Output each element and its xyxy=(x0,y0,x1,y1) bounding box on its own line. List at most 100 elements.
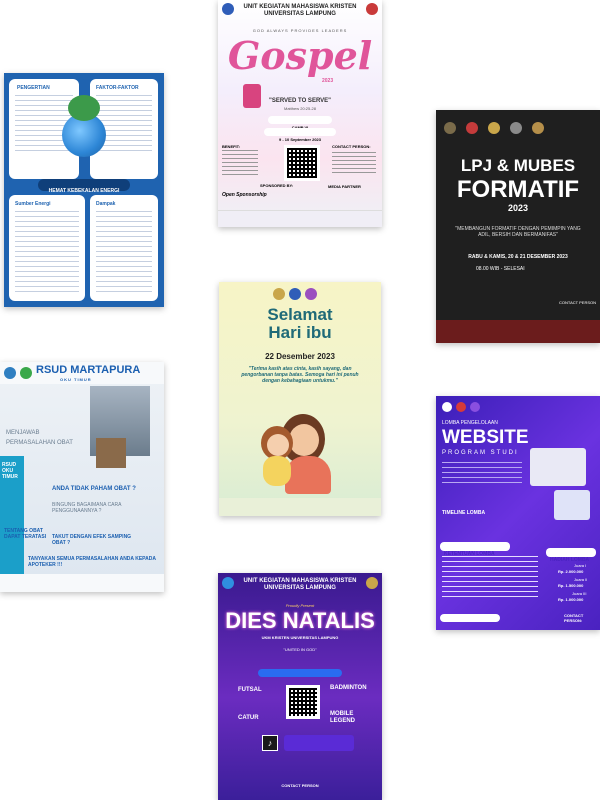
website-laptop xyxy=(530,448,586,486)
energi-sec2-title: FAKTOR-FAKTOR xyxy=(96,85,139,91)
website-ketentuan: KETENTUAN LOMBA xyxy=(444,551,495,557)
gospel-qr-code[interactable] xyxy=(284,145,320,181)
gospel-sponsor-label: SPONSORED BY: xyxy=(260,183,294,188)
rsud-bottom: TANYAKAN SEMUA PERMASALAHAN ANDA KEPADA … xyxy=(28,556,156,568)
gospel-badge xyxy=(243,84,261,108)
dies-catur: CATUR xyxy=(238,715,259,721)
website-juara1: Juara I xyxy=(574,563,587,568)
gospel-place: CAMP VI xyxy=(292,125,309,130)
poster-hari-ibu[interactable]: Selamat Hari ibu 22 Desember 2023 "Terim… xyxy=(219,282,381,516)
logo-2 xyxy=(456,402,466,412)
gospel-tagline: GOD ALWAYS PROVIDES LEADERS xyxy=(252,28,348,33)
energi-sec4-title: Dampak xyxy=(96,201,116,207)
dies-bottom-pill xyxy=(284,735,354,751)
poster-gospel[interactable]: UNIT KEGIATAN MAHASISWA KRISTEN UNIVERSI… xyxy=(218,0,382,227)
website-hadiah-pill: HADIAH LOMBA xyxy=(546,548,596,563)
website-title: WEBSITE xyxy=(442,427,529,448)
website-juara2-val: Rp. 1.500.000 xyxy=(558,583,584,588)
dies-org-line2: UNIVERSITAS LAMPUNG xyxy=(264,585,336,591)
rsud-side-left2: TENTANG OBAT DAPAT TERATASI xyxy=(4,528,47,540)
dies-title: DIES NATALIS xyxy=(225,608,375,633)
dies-contact: CONTACT PERSON xyxy=(281,783,319,788)
hariibu-date: 22 Desember 2023 xyxy=(265,352,335,361)
unila-logo xyxy=(366,577,378,589)
poster-rsud[interactable]: RSUD MARTAPURA OKU TIMUR MENJAWAB PERMAS… xyxy=(0,362,164,592)
mother-child-illustration xyxy=(255,406,345,496)
dies-subtitle: UKM KRISTEN UNIVERSITAS LAMPUNG xyxy=(261,635,339,640)
text-lines xyxy=(96,211,152,293)
hariibu-title-line2: Hari ibu xyxy=(268,323,332,342)
logo-1 xyxy=(442,402,452,412)
logo-1 xyxy=(444,122,456,134)
website-juara2: Juara II xyxy=(574,577,588,582)
dies-proudly: Proudly Present xyxy=(285,603,315,608)
ukmk-logo xyxy=(222,577,234,589)
text-lines xyxy=(222,150,258,176)
unila-logo xyxy=(366,3,378,15)
lpj-title-line2: FORMATIF xyxy=(456,176,580,203)
music-icon: ♪ xyxy=(262,735,278,751)
text-lines xyxy=(96,95,152,155)
poster-website[interactable]: LOMBA PENGELOLAAN WEBSITE PROGRAM STUDI … xyxy=(436,396,600,630)
website-juara3: Juara III xyxy=(572,591,587,596)
logo-3 xyxy=(488,122,500,134)
rsud-q1: ANDA TIDAK PAHAM OBAT ? xyxy=(52,486,136,492)
hariibu-quote: "Terima kasih atas cinta, kasih sayang, … xyxy=(241,366,359,384)
dies-org-line1: UNIT KEGIATAN MAHASISWA KRISTEN xyxy=(243,578,357,584)
energi-banner-text: HEMAT KEBEKALAN ENERGI xyxy=(48,188,120,194)
mother-face xyxy=(289,424,319,456)
energi-sec1-title: PENGERTIAN xyxy=(17,85,50,91)
website-timeline: TIMELINE LOMBA xyxy=(442,510,486,516)
gospel-org-line1: UNIT KEGIATAN MAHASISWA KRISTEN xyxy=(243,4,357,10)
dies-badminton: BADMINTON xyxy=(330,685,367,691)
logo-3 xyxy=(470,402,480,412)
website-hadiah: HADIAH LOMBA xyxy=(550,557,590,563)
mother-body xyxy=(285,456,331,494)
rsud-q3: TAKUT DENGAN EFEK SAMPING OBAT ? xyxy=(52,534,132,546)
website-top: LOMBA PENGELOLAAN xyxy=(442,420,498,426)
gospel-open-sponsorship: Open Sponsorship xyxy=(222,192,267,198)
logo-4 xyxy=(510,122,522,134)
rsud-title: RSUD MARTAPURA xyxy=(36,364,141,376)
dies-mobile: MOBILE LEGEND xyxy=(330,711,356,724)
gospel-benefit-label: BENEFIT: xyxy=(222,144,240,149)
lpj-bottom-band xyxy=(436,320,600,343)
gospel-contact-label: CONTACT PERSON: xyxy=(332,144,371,149)
energi-bottom-right: Dampak xyxy=(90,195,158,301)
text-lines xyxy=(442,462,522,486)
lpj-contact: CONTACT PERSON xyxy=(559,300,596,305)
ukmk-logo xyxy=(222,3,234,15)
rsud-photo2 xyxy=(96,438,126,468)
logo-2 xyxy=(289,288,301,300)
rsud-logo2 xyxy=(20,367,32,379)
poster-lpj[interactable]: LPJ & MUBES FORMATIF 2023 "MEMBANGUN FOR… xyxy=(436,110,600,343)
rsud-q2: BINGUNG BAGAIMANA CARA PENGGUNAANNYA ? xyxy=(52,502,122,514)
dies-info-pill xyxy=(258,669,342,677)
logo-1 xyxy=(273,288,285,300)
website-juara1-val: Rp. 2.000.000 xyxy=(558,569,584,574)
text-lines xyxy=(442,556,538,600)
child-face xyxy=(267,434,289,456)
lpj-time: 08.00 WIB - SELESAI xyxy=(476,266,525,272)
website-monitor xyxy=(554,490,590,520)
energi-banner: HEMAT KEBEKALAN ENERGI xyxy=(38,179,130,194)
website-juara3-val: Rp. 1.000.000 xyxy=(558,597,584,602)
dies-theme: "UNITED IN GOD" xyxy=(283,647,317,652)
logo-2 xyxy=(466,122,478,134)
hariibu-footer xyxy=(219,498,381,516)
website-footer-pill xyxy=(440,614,500,622)
rsud-footer xyxy=(0,574,164,592)
rsud-side-left: RSUD OKU TIMUR xyxy=(2,462,18,480)
website-contact: CONTACT PERSON: xyxy=(564,613,584,623)
dies-qr-code[interactable] xyxy=(286,685,320,719)
poster-energi[interactable]: PENGERTIAN FAKTOR-FAKTOR HEMAT KEBEKALAN… xyxy=(4,73,164,307)
rsud-logo xyxy=(4,367,16,379)
rsud-line2: PERMASALAHAN OBAT xyxy=(6,440,73,446)
energi-right-panel: FAKTOR-FAKTOR xyxy=(90,79,158,179)
gospel-verse: Matthew 20:25-28 xyxy=(283,106,317,111)
hariibu-title-line1: Selamat xyxy=(267,305,333,324)
gospel-date-pill: 9 - 10 September 2023 xyxy=(264,128,336,142)
logo-5 xyxy=(532,122,544,134)
poster-dies-natalis[interactable]: UNIT KEGIATAN MAHASISWA KRISTEN UNIVERSI… xyxy=(218,573,382,800)
lpj-title-line1: LPJ & MUBES xyxy=(460,156,576,175)
